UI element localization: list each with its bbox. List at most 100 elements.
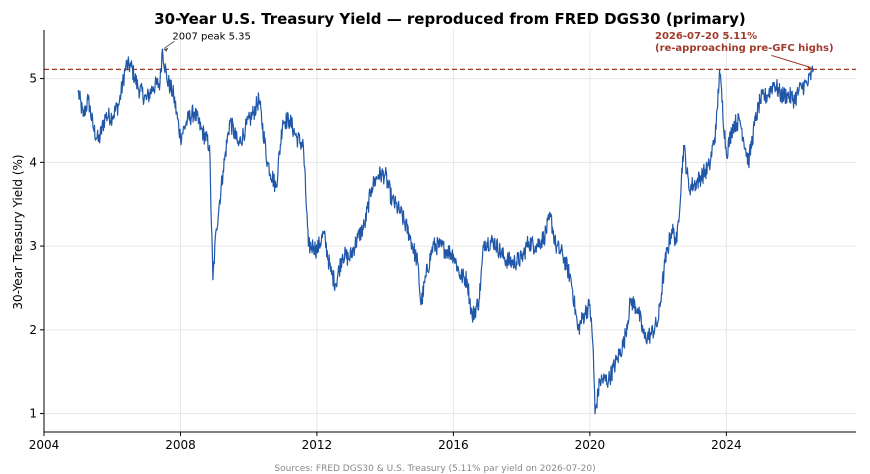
annotation-peak: 2007 peak 5.35 bbox=[172, 31, 251, 42]
data-point bbox=[275, 186, 277, 189]
x-tick-label: 2008 bbox=[165, 438, 196, 452]
data-point bbox=[200, 128, 202, 130]
data-point bbox=[82, 115, 84, 117]
data-point bbox=[725, 153, 727, 155]
data-point bbox=[87, 98, 89, 101]
data-point bbox=[688, 186, 690, 189]
data-point bbox=[527, 241, 530, 243]
data-point bbox=[747, 161, 750, 163]
data-point bbox=[364, 224, 366, 226]
data-point bbox=[800, 86, 803, 88]
peak-arrow-line bbox=[164, 40, 175, 49]
data-point bbox=[152, 86, 154, 88]
data-point bbox=[780, 94, 782, 96]
data-point bbox=[608, 379, 610, 381]
data-point bbox=[215, 228, 217, 230]
data-point bbox=[173, 94, 175, 96]
data-point bbox=[399, 211, 402, 214]
data-point bbox=[732, 124, 734, 126]
data-point bbox=[161, 48, 163, 50]
data-point bbox=[812, 68, 814, 70]
data-point bbox=[759, 98, 762, 101]
data-point bbox=[295, 136, 298, 138]
data-point bbox=[807, 82, 809, 84]
data-point bbox=[584, 312, 586, 314]
data-point bbox=[466, 278, 468, 281]
data-point bbox=[104, 115, 107, 117]
data-point bbox=[193, 111, 195, 113]
data-point bbox=[258, 98, 260, 101]
data-point bbox=[432, 245, 434, 247]
data-point bbox=[439, 245, 441, 247]
grid bbox=[43, 30, 856, 432]
data-point bbox=[335, 283, 337, 285]
data-point bbox=[420, 304, 422, 306]
data-point bbox=[657, 320, 659, 323]
data-point bbox=[229, 119, 231, 122]
data-point bbox=[253, 111, 255, 113]
data-point bbox=[179, 136, 182, 138]
data-point bbox=[483, 241, 485, 243]
x-tick-label: 2016 bbox=[438, 438, 469, 452]
data-point bbox=[384, 174, 386, 176]
data-point bbox=[312, 245, 315, 247]
data-point bbox=[329, 270, 332, 272]
data-point bbox=[589, 304, 591, 306]
data-point bbox=[471, 316, 473, 318]
data-point bbox=[341, 253, 344, 256]
data-point bbox=[357, 237, 359, 239]
y-tick-label: 3 bbox=[29, 239, 37, 253]
data-point bbox=[445, 249, 448, 251]
data-point bbox=[348, 258, 350, 260]
data-point bbox=[503, 258, 506, 260]
data-point bbox=[643, 337, 646, 339]
annotations: 2007 peak 5.35 2026-07-20 5.11%(re-approa… bbox=[163, 31, 834, 71]
data-point bbox=[137, 86, 139, 88]
data-point bbox=[715, 128, 717, 130]
y-tick-label: 2 bbox=[29, 323, 37, 337]
data-point bbox=[408, 232, 410, 235]
data-point bbox=[425, 274, 427, 276]
x-tick-label: 2024 bbox=[711, 438, 742, 452]
data-point bbox=[623, 341, 625, 343]
data-point bbox=[377, 174, 379, 176]
data-point bbox=[212, 278, 214, 281]
data-point bbox=[97, 140, 100, 142]
peak-arrow-head bbox=[163, 47, 169, 52]
data-point bbox=[718, 69, 721, 71]
source-note: Sources: FRED DGS30 & U.S. Treasury (5.1… bbox=[274, 464, 595, 474]
data-point bbox=[701, 174, 704, 176]
data-point bbox=[754, 119, 756, 122]
data-point bbox=[683, 144, 685, 147]
data-point bbox=[266, 161, 269, 163]
data-point bbox=[773, 82, 775, 84]
data-point bbox=[222, 170, 224, 172]
data-point bbox=[493, 241, 495, 243]
data-point bbox=[521, 258, 523, 260]
data-point bbox=[316, 249, 318, 251]
x-tick-label: 2012 bbox=[302, 438, 333, 452]
data-point bbox=[145, 98, 147, 101]
data-point bbox=[637, 308, 639, 310]
data-point bbox=[244, 128, 246, 130]
tick-labels: 2004 2008 2012 2016 2020 2024 1 2 3 4 5 bbox=[29, 72, 742, 452]
data-point bbox=[787, 94, 789, 96]
data-point bbox=[592, 350, 594, 352]
data-point bbox=[208, 144, 211, 147]
y-tick-label: 4 bbox=[29, 155, 37, 169]
data-point bbox=[599, 379, 601, 381]
data-point bbox=[739, 119, 741, 122]
data-point bbox=[186, 119, 188, 122]
data-point bbox=[416, 262, 419, 264]
data-point bbox=[630, 299, 632, 302]
data-point bbox=[282, 119, 284, 122]
series-line bbox=[77, 48, 814, 415]
data-point bbox=[323, 232, 325, 235]
data-point bbox=[570, 278, 572, 281]
data-point bbox=[534, 245, 536, 247]
y-tick-label: 5 bbox=[29, 72, 37, 86]
data-point bbox=[118, 103, 120, 105]
data-point bbox=[543, 237, 545, 239]
annotation-latest: 2026-07-20 5.11% bbox=[655, 31, 757, 42]
data-point bbox=[289, 119, 291, 122]
